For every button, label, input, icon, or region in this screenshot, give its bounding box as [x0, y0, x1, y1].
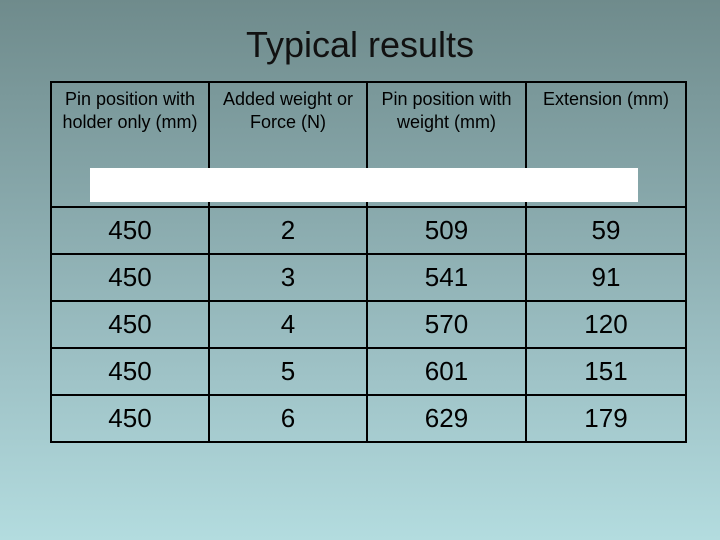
table-row: 450 3 541 91: [51, 253, 686, 301]
table-row: 450 4 570 120: [51, 300, 686, 348]
cell-pin-position-weight: 601: [366, 347, 526, 395]
header-added-weight: Added weight or Force (N): [208, 82, 367, 162]
header-extension: Extension (mm): [525, 82, 686, 162]
table-row: 450 6 629 179: [51, 394, 686, 442]
table-row: 450 2 509 59: [51, 206, 686, 254]
header-pin-position-holder: Pin position with holder only (mm): [62, 89, 198, 132]
results-table: Pin position with holder only (mm) Added…: [50, 81, 687, 443]
table-row: 450 5 601 151: [51, 347, 686, 395]
cell-added-weight: 5: [208, 347, 367, 395]
cell-pin-position-weight: 541: [366, 253, 526, 301]
cell-pin-position-weight: 509: [366, 206, 526, 254]
cell-extension: 120: [525, 300, 686, 348]
header-pin-position-weight: Pin position with weight (mm): [366, 82, 526, 162]
cell-pin-position-holder: 450: [51, 347, 209, 395]
cell-added-weight: 4: [208, 300, 367, 348]
cell-added-weight: 2: [208, 206, 367, 254]
slide-title: Typical results: [245, 24, 475, 65]
cell-pin-position-holder: 450: [51, 394, 209, 442]
cell-extension: 91: [525, 253, 686, 301]
cell-extension: 151: [525, 347, 686, 395]
blank-row: [51, 162, 686, 207]
cell-pin-position-holder: 450: [51, 300, 209, 348]
cell-extension: 179: [525, 394, 686, 442]
cell-pin-position-weight: 629: [366, 394, 526, 442]
header-row: Pin position with holder only (mm) Added…: [51, 82, 686, 162]
cell-pin-position-holder: 450: [51, 253, 209, 301]
cell-pin-position-weight: 570: [366, 300, 526, 348]
cell-added-weight: 6: [208, 394, 367, 442]
white-band: [90, 168, 638, 202]
cell-added-weight: 3: [208, 253, 367, 301]
blank-cell: [51, 162, 638, 207]
cell-extension: 59: [525, 206, 686, 254]
cell-pin-position-holder: 450: [51, 206, 209, 254]
